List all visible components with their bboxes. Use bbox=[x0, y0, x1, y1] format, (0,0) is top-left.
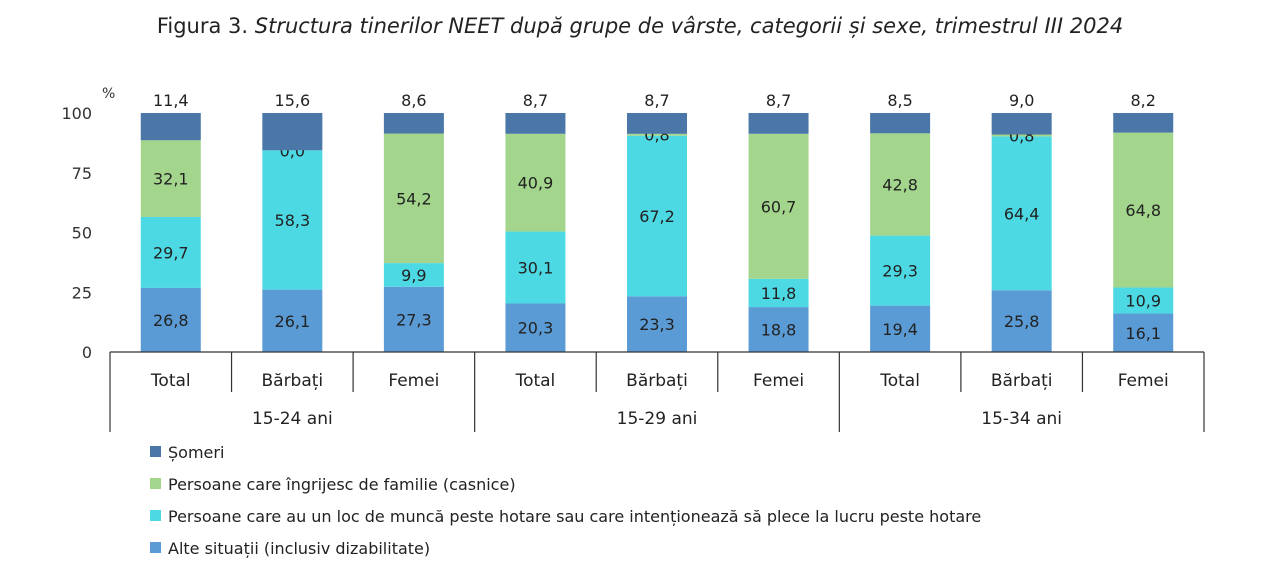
category-label: Femei bbox=[388, 371, 439, 391]
bar-segment bbox=[140, 287, 201, 352]
data-label: 9,9 bbox=[401, 266, 426, 285]
data-label: 30,1 bbox=[518, 259, 554, 278]
y-tick-label: 75 bbox=[72, 164, 92, 183]
bar-segment bbox=[627, 133, 687, 136]
data-label: 8,7 bbox=[644, 91, 669, 110]
bar-segment bbox=[383, 263, 444, 287]
legend-swatch bbox=[150, 542, 161, 553]
bar-segment bbox=[870, 133, 931, 236]
bar-segment bbox=[1113, 132, 1174, 288]
data-label: 8,6 bbox=[401, 91, 426, 110]
group-label: 15-24 ani bbox=[252, 409, 333, 429]
bar-segment bbox=[748, 307, 809, 352]
data-label: 9,0 bbox=[1009, 91, 1034, 110]
data-label: 29,7 bbox=[153, 243, 189, 262]
bar-segment bbox=[383, 133, 444, 264]
bar-segment bbox=[262, 289, 323, 352]
bar-segment bbox=[505, 231, 566, 304]
bar-segment bbox=[627, 113, 687, 134]
bar-segment bbox=[383, 286, 444, 352]
data-label: 60,7 bbox=[761, 197, 797, 216]
y-axis-unit-label: % bbox=[102, 86, 115, 102]
data-label: 10,9 bbox=[1125, 291, 1161, 310]
y-tick-label: 0 bbox=[82, 343, 92, 362]
chart-title: Figura 3. Structura tinerilor NEET după … bbox=[0, 14, 1280, 38]
bar-segment bbox=[870, 235, 931, 306]
bar-segment bbox=[140, 140, 201, 217]
bar-segment bbox=[505, 133, 566, 232]
data-label: 18,8 bbox=[761, 321, 797, 340]
bar-segment bbox=[870, 305, 931, 352]
category-label: Bărbați bbox=[626, 371, 688, 391]
bar-segment bbox=[1113, 313, 1174, 352]
data-label: 42,8 bbox=[882, 175, 918, 194]
legend-label: Alte situații (inclusiv dizabilitate) bbox=[168, 539, 430, 558]
category-label: Total bbox=[515, 371, 556, 391]
legend-swatch bbox=[150, 510, 161, 521]
bar-segment bbox=[991, 113, 1052, 135]
legend-swatch bbox=[150, 478, 161, 489]
bar-segment bbox=[140, 113, 201, 141]
y-tick-label: 25 bbox=[72, 283, 92, 302]
y-tick-label: 50 bbox=[72, 224, 92, 243]
category-label: Total bbox=[150, 371, 191, 391]
data-label: 8,7 bbox=[523, 91, 548, 110]
bar-segment bbox=[870, 113, 931, 134]
data-label: 29,3 bbox=[882, 262, 918, 281]
data-label: 20,3 bbox=[518, 319, 554, 338]
bar-segment bbox=[140, 216, 201, 288]
data-label: 25,8 bbox=[1004, 312, 1040, 331]
category-label: Total bbox=[879, 371, 920, 391]
data-label: 8,7 bbox=[766, 91, 791, 110]
data-label: 11,8 bbox=[761, 284, 797, 303]
group-label: 15-29 ani bbox=[617, 409, 698, 429]
category-label: Femei bbox=[753, 371, 804, 391]
category-label: Bărbați bbox=[261, 371, 323, 391]
data-label: 26,8 bbox=[153, 311, 189, 330]
data-label: 19,4 bbox=[882, 320, 918, 339]
category-label: Femei bbox=[1118, 371, 1169, 391]
data-label: 8,5 bbox=[887, 91, 912, 110]
data-label: 26,1 bbox=[275, 312, 311, 331]
bar-segment bbox=[748, 113, 809, 134]
bar-segment bbox=[262, 113, 323, 151]
figure-label: Figura 3. bbox=[156, 14, 249, 38]
data-label: 23,3 bbox=[639, 315, 675, 334]
legend-label: Persoane care au un loc de muncă peste h… bbox=[168, 507, 981, 526]
legend-label: Persoane care îngrijesc de familie (casn… bbox=[168, 475, 516, 494]
bar-segment bbox=[627, 135, 687, 297]
legend-swatch bbox=[150, 446, 161, 457]
group-label: 15-34 ani bbox=[981, 409, 1062, 429]
bar-segment bbox=[991, 134, 1052, 137]
bar-segment bbox=[1113, 113, 1174, 133]
data-label: 54,2 bbox=[396, 189, 432, 208]
category-label: Bărbați bbox=[991, 371, 1053, 391]
bar-segment bbox=[748, 278, 809, 308]
bar-segment bbox=[748, 133, 809, 279]
data-label: 27,3 bbox=[396, 310, 432, 329]
data-label: 8,2 bbox=[1130, 91, 1155, 110]
bar-segment bbox=[627, 296, 687, 352]
bar-segment bbox=[991, 136, 1052, 291]
legend-label: Șomeri bbox=[168, 443, 224, 462]
data-label: 11,4 bbox=[153, 91, 189, 110]
bar-segment bbox=[991, 290, 1052, 352]
bar-segment bbox=[1113, 287, 1174, 314]
bar-segment bbox=[505, 113, 566, 134]
data-label: 15,6 bbox=[275, 91, 311, 110]
bar-segment bbox=[262, 150, 323, 290]
y-tick-label: 100 bbox=[61, 104, 92, 123]
bar-segment bbox=[383, 113, 444, 134]
data-label: 64,4 bbox=[1004, 204, 1040, 223]
data-label: 64,8 bbox=[1125, 201, 1161, 220]
data-label: 67,2 bbox=[639, 207, 675, 226]
figure-title: Structura tinerilor NEET după grupe de v… bbox=[254, 14, 1124, 38]
bar-segment bbox=[505, 303, 566, 352]
data-label: 16,1 bbox=[1125, 324, 1161, 343]
data-label: 58,3 bbox=[275, 211, 311, 230]
data-label: 40,9 bbox=[518, 174, 554, 193]
data-label: 32,1 bbox=[153, 170, 189, 189]
